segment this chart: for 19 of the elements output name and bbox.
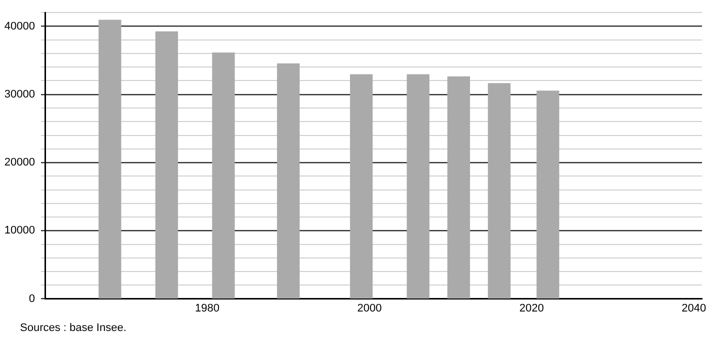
y-tick-label: 30000 <box>4 88 35 100</box>
bar <box>277 63 300 299</box>
y-tick-label: 10000 <box>4 224 35 237</box>
x-tick-label: 2040 <box>682 302 706 314</box>
bar <box>98 20 122 299</box>
x-tick-label: 1980 <box>194 302 220 314</box>
bar <box>488 83 511 299</box>
bar <box>350 74 373 299</box>
y-tick-label: 40000 <box>4 20 35 32</box>
bar <box>536 90 560 299</box>
y-tick-label: 0 <box>28 292 35 305</box>
x-tick-label: 2020 <box>519 302 544 314</box>
x-tick-label: 2000 <box>357 302 382 314</box>
y-tick-label: 20000 <box>4 156 35 169</box>
source-note: Sources : base Insee. <box>20 322 126 334</box>
bar <box>447 76 470 299</box>
bar <box>406 74 430 299</box>
bar <box>212 52 235 299</box>
bar <box>155 31 178 299</box>
